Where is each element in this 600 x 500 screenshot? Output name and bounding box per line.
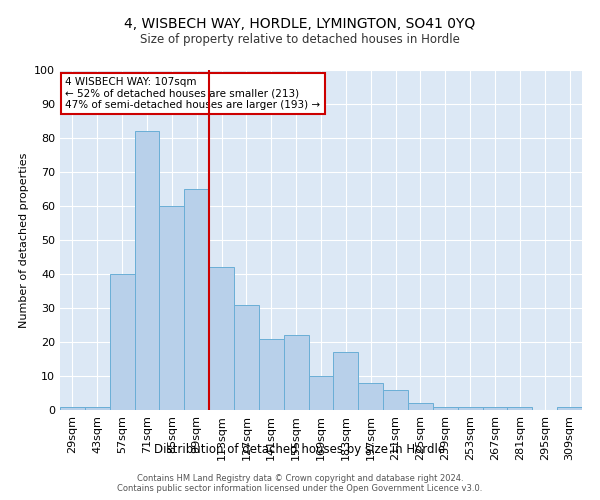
- Bar: [160, 206, 184, 410]
- Bar: [259, 338, 284, 410]
- Bar: [458, 406, 482, 410]
- Text: Size of property relative to detached houses in Hordle: Size of property relative to detached ho…: [140, 32, 460, 46]
- Bar: [383, 390, 408, 410]
- Bar: [408, 403, 433, 410]
- Text: Contains HM Land Registry data © Crown copyright and database right 2024.: Contains HM Land Registry data © Crown c…: [137, 474, 463, 483]
- Bar: [85, 406, 110, 410]
- Text: 4 WISBECH WAY: 107sqm
← 52% of detached houses are smaller (213)
47% of semi-det: 4 WISBECH WAY: 107sqm ← 52% of detached …: [65, 77, 320, 110]
- Bar: [209, 267, 234, 410]
- Bar: [60, 406, 85, 410]
- Bar: [284, 335, 308, 410]
- Bar: [134, 131, 160, 410]
- Text: 4, WISBECH WAY, HORDLE, LYMINGTON, SO41 0YQ: 4, WISBECH WAY, HORDLE, LYMINGTON, SO41 …: [124, 18, 476, 32]
- Bar: [184, 189, 209, 410]
- Bar: [482, 406, 508, 410]
- Bar: [358, 383, 383, 410]
- Y-axis label: Number of detached properties: Number of detached properties: [19, 152, 29, 328]
- Bar: [508, 406, 532, 410]
- Bar: [433, 406, 458, 410]
- Bar: [557, 406, 582, 410]
- Bar: [110, 274, 134, 410]
- Text: Distribution of detached houses by size in Hordle: Distribution of detached houses by size …: [154, 442, 446, 456]
- Bar: [334, 352, 358, 410]
- Bar: [234, 304, 259, 410]
- Bar: [308, 376, 334, 410]
- Text: Contains public sector information licensed under the Open Government Licence v3: Contains public sector information licen…: [118, 484, 482, 493]
